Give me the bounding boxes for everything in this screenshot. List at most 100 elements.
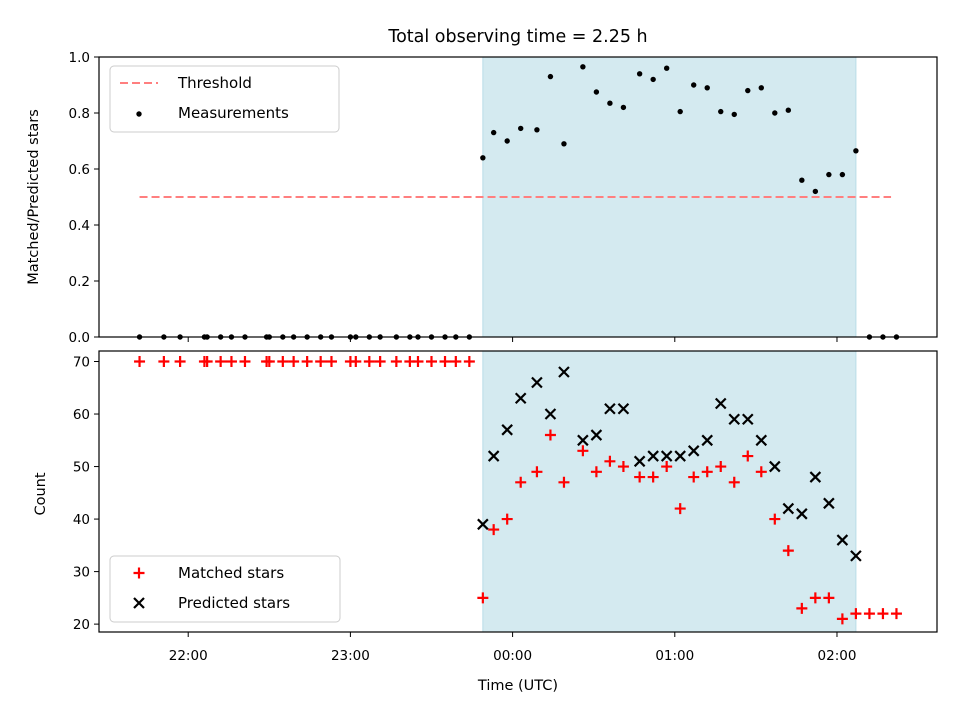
matched-point <box>863 608 875 620</box>
top-panel: 0.0 0.2 0.4 0.6 0.8 1.0 Threshold Measurements <box>69 50 938 346</box>
predicted-point <box>687 445 700 457</box>
matched-point <box>315 356 327 368</box>
predicted-point <box>617 402 630 415</box>
data-point <box>504 138 510 144</box>
data-point <box>547 73 554 80</box>
matched-point <box>412 356 424 368</box>
data-point <box>839 171 846 178</box>
y-tick-label: 1.0 <box>69 50 90 66</box>
matched-point <box>350 356 362 368</box>
legend-label: Threshold <box>177 74 252 92</box>
y-tick-label: 40 <box>73 512 90 528</box>
data-point <box>518 125 524 132</box>
predicted-point <box>782 502 795 515</box>
data-point <box>745 87 751 94</box>
x-tick-label: 22:00 <box>169 648 208 664</box>
matched-point <box>463 356 475 368</box>
x-tick-label: 00:00 <box>493 648 532 664</box>
predicted-point <box>487 450 500 462</box>
data-point <box>758 85 764 91</box>
legend-label: Matched stars <box>178 564 284 582</box>
predicted-point <box>544 408 557 420</box>
x-tick-label: 02:00 <box>818 648 857 664</box>
data-point <box>580 64 586 70</box>
y-tick-label: 0.2 <box>69 274 90 290</box>
predicted-point <box>590 429 603 441</box>
data-point <box>480 155 486 161</box>
data-point <box>853 148 859 154</box>
matched-point <box>134 356 146 368</box>
legend: Matched stars Predicted stars <box>109 555 341 623</box>
chart-title: Total observing time = 2.25 h <box>387 27 647 47</box>
matched-point <box>501 513 513 525</box>
data-point <box>636 71 643 77</box>
matched-point <box>225 356 237 368</box>
matched-point <box>439 356 451 368</box>
predicted-point <box>701 434 714 447</box>
predicted-point <box>755 434 768 447</box>
bottom-y-axis-label: Count <box>33 472 49 515</box>
top-y-axis-label: Matched/Predicted stars <box>26 109 42 285</box>
matched-point <box>604 455 616 467</box>
matched-point <box>374 356 386 368</box>
shaded-region <box>482 350 857 633</box>
matched-point <box>715 461 727 473</box>
matched-point <box>617 461 629 473</box>
predicted-point <box>577 434 589 447</box>
matched-point <box>701 466 713 478</box>
y-tick-label: 0.6 <box>69 162 90 178</box>
matched-point <box>755 466 767 478</box>
matched-point <box>277 356 289 368</box>
data-point <box>677 108 683 115</box>
matched-point <box>531 466 543 478</box>
legend-box <box>109 65 340 133</box>
matched-point <box>239 356 251 368</box>
predicted-point <box>714 397 727 410</box>
matched-point <box>263 356 275 368</box>
matched-point <box>558 476 570 488</box>
matched-point <box>890 608 902 620</box>
data-point <box>620 104 627 111</box>
plot-frame <box>98 56 938 338</box>
legend-box <box>109 555 341 623</box>
predicted-point <box>633 455 646 468</box>
matched-point <box>390 356 402 368</box>
legend-predicted-swatch <box>133 597 145 609</box>
matched-point <box>823 592 835 604</box>
y-tick-label: 0.0 <box>69 330 90 346</box>
matched-point <box>215 356 227 368</box>
predicted-point <box>796 508 808 520</box>
legend-measurements-swatch <box>136 111 142 117</box>
predicted-point <box>558 366 570 378</box>
matched-point <box>488 524 500 536</box>
matched-point <box>647 471 659 483</box>
bottom-panel: 20 30 40 50 60 70 22:00 23:00 00:00 01:00 02:00 Mat… <box>73 350 938 664</box>
y-tick-label: 70 <box>73 355 90 371</box>
predicted-point <box>647 450 659 462</box>
matched-point <box>158 356 170 368</box>
matched-point <box>796 602 808 614</box>
data-point <box>731 111 737 118</box>
data-point <box>691 82 697 88</box>
matched-point <box>477 592 489 604</box>
data-point <box>772 110 778 116</box>
matched-point <box>544 429 556 441</box>
data-point <box>799 177 805 183</box>
legend-matched-swatch <box>133 567 145 579</box>
data-point <box>812 188 819 195</box>
y-tick-label: 0.8 <box>69 106 90 122</box>
matched-point <box>425 356 437 368</box>
data-point <box>718 108 724 115</box>
matched-point <box>288 356 300 368</box>
y-tick-label: 30 <box>73 565 90 581</box>
legend-label: Predicted stars <box>178 594 290 612</box>
y-tick-label: 50 <box>73 460 90 476</box>
predicted-point <box>501 424 513 436</box>
matched-point <box>742 450 754 462</box>
predicted-point <box>477 518 489 531</box>
matched-point <box>301 356 313 368</box>
x-tick-label: 01:00 <box>655 648 694 664</box>
predicted-point <box>728 413 741 426</box>
matched-point <box>769 513 781 525</box>
